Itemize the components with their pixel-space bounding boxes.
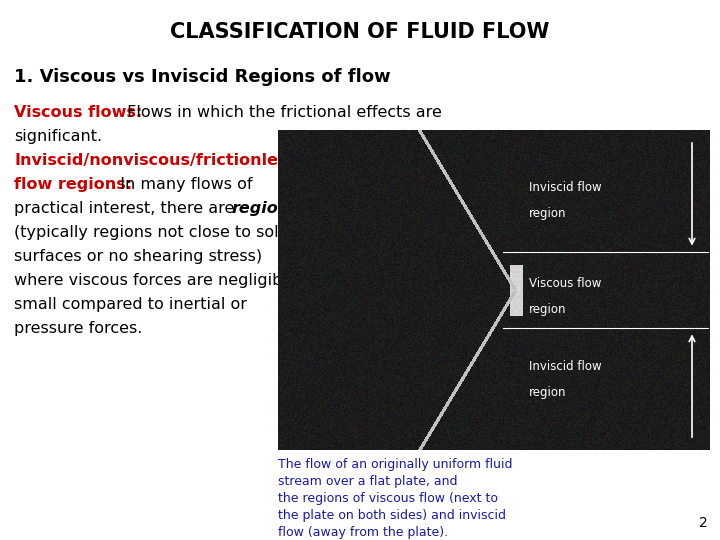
Text: Inviscid flow: Inviscid flow: [528, 360, 601, 373]
Text: the regions of viscous flow (next to: the regions of viscous flow (next to: [278, 492, 498, 505]
Text: region: region: [528, 207, 566, 220]
Bar: [278, 130, 710, 450]
Text: 1. Viscous vs Inviscid Regions of flow: 1. Viscous vs Inviscid Regions of flow: [14, 68, 391, 86]
Text: Viscous flow: Viscous flow: [528, 277, 601, 290]
Text: region: region: [528, 386, 566, 399]
Text: practical interest, there are: practical interest, there are: [14, 201, 240, 216]
Text: flow regions:: flow regions:: [14, 177, 132, 192]
Text: significant.: significant.: [14, 129, 102, 144]
Text: The flow of an originally uniform fluid: The flow of an originally uniform fluid: [278, 458, 513, 471]
Text: Viscous flows:: Viscous flows:: [14, 105, 143, 120]
Text: Inviscid/nonviscous/frictionless: Inviscid/nonviscous/frictionless: [14, 153, 297, 168]
Text: pressure forces.: pressure forces.: [14, 321, 143, 336]
Text: Inviscid flow: Inviscid flow: [528, 181, 601, 194]
Text: region: region: [528, 303, 566, 316]
Text: CLASSIFICATION OF FLUID FLOW: CLASSIFICATION OF FLUID FLOW: [171, 22, 549, 42]
Text: the plate on both sides) and inviscid: the plate on both sides) and inviscid: [278, 509, 506, 522]
Text: small compared to inertial or: small compared to inertial or: [14, 297, 247, 312]
Text: flow (away from the plate).: flow (away from the plate).: [278, 526, 448, 539]
Text: stream over a flat plate, and: stream over a flat plate, and: [278, 475, 457, 488]
Text: surfaces or no shearing stress): surfaces or no shearing stress): [14, 249, 262, 264]
Text: regions: regions: [232, 201, 300, 216]
Text: Flows in which the frictional effects are: Flows in which the frictional effects ar…: [122, 105, 442, 120]
Text: In many flows of: In many flows of: [110, 177, 253, 192]
Text: 2: 2: [699, 516, 708, 530]
Text: where viscous forces are negligibly: where viscous forces are negligibly: [14, 273, 297, 288]
Text: (typically regions not close to solid: (typically regions not close to solid: [14, 225, 293, 240]
